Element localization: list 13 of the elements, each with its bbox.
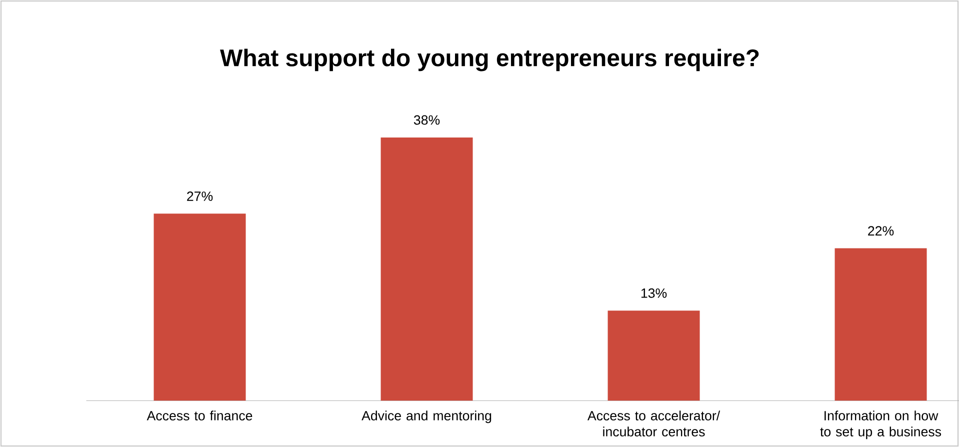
x-tick-label: Advice and mentoring (362, 410, 492, 424)
x-tick-label: Information on how to set up a business (820, 410, 942, 440)
bar (380, 137, 473, 401)
data-label: 22% (868, 226, 894, 236)
data-label: 38% (414, 115, 440, 125)
chart-title: What support do young entrepreneurs require? (220, 48, 759, 72)
bar (834, 248, 927, 401)
bar (154, 214, 246, 401)
bar (608, 310, 700, 401)
data-label: 27% (187, 192, 213, 201)
x-tick-label: Access to finance (146, 410, 252, 420)
data-label: 13% (641, 288, 667, 298)
x-tick-label: Access to accelerator/ incubator centres (587, 410, 720, 436)
